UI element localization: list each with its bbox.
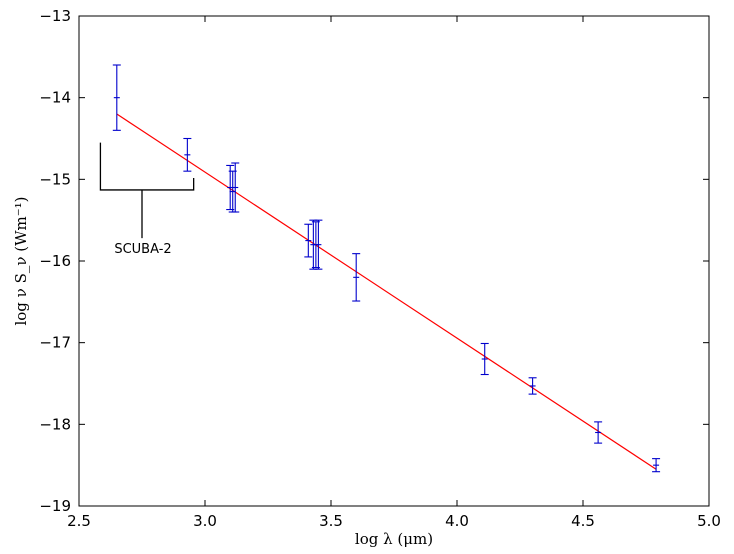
data-point xyxy=(314,219,323,270)
y-tick-label: −15 xyxy=(39,170,71,188)
fit-line xyxy=(116,113,657,470)
series-layer xyxy=(112,64,661,473)
data-point xyxy=(112,64,121,131)
plot-background xyxy=(79,16,709,506)
annotation-layer xyxy=(99,142,195,239)
data-point xyxy=(594,421,603,444)
data-point xyxy=(183,137,192,172)
x-tick-label: 2.5 xyxy=(67,512,91,530)
x-tick-label: 4.5 xyxy=(571,512,595,530)
y-tick-label: −13 xyxy=(39,7,71,25)
x-ticks: 2.5 3.0 3.5 4.0 4.5 5.0 xyxy=(67,16,721,530)
x-tick-label: 4.0 xyxy=(445,512,469,530)
scuba2-bracket xyxy=(99,142,195,191)
data-point xyxy=(304,223,313,258)
x-tick-label: 5.0 xyxy=(697,512,721,530)
y-tick-label: −19 xyxy=(39,497,71,515)
data-point xyxy=(652,458,661,473)
data-point xyxy=(480,342,489,376)
scuba2-label: SCUBA-2 xyxy=(114,242,171,257)
y-tick-label: −17 xyxy=(39,334,71,352)
y-tick-label: −14 xyxy=(39,89,71,107)
x-tick-label: 3.5 xyxy=(319,512,343,530)
y-tick-label: −16 xyxy=(39,252,71,270)
y-axis-label: log ν S_ν (Wm⁻¹) xyxy=(12,196,30,325)
plot-frame xyxy=(78,15,710,507)
y-tick-label: −18 xyxy=(39,415,71,433)
x-tick-label: 3.0 xyxy=(193,512,217,530)
data-point xyxy=(231,162,240,213)
data-point xyxy=(352,253,361,302)
data-point xyxy=(528,377,537,395)
x-axis-label: log λ (μm) xyxy=(355,530,433,548)
